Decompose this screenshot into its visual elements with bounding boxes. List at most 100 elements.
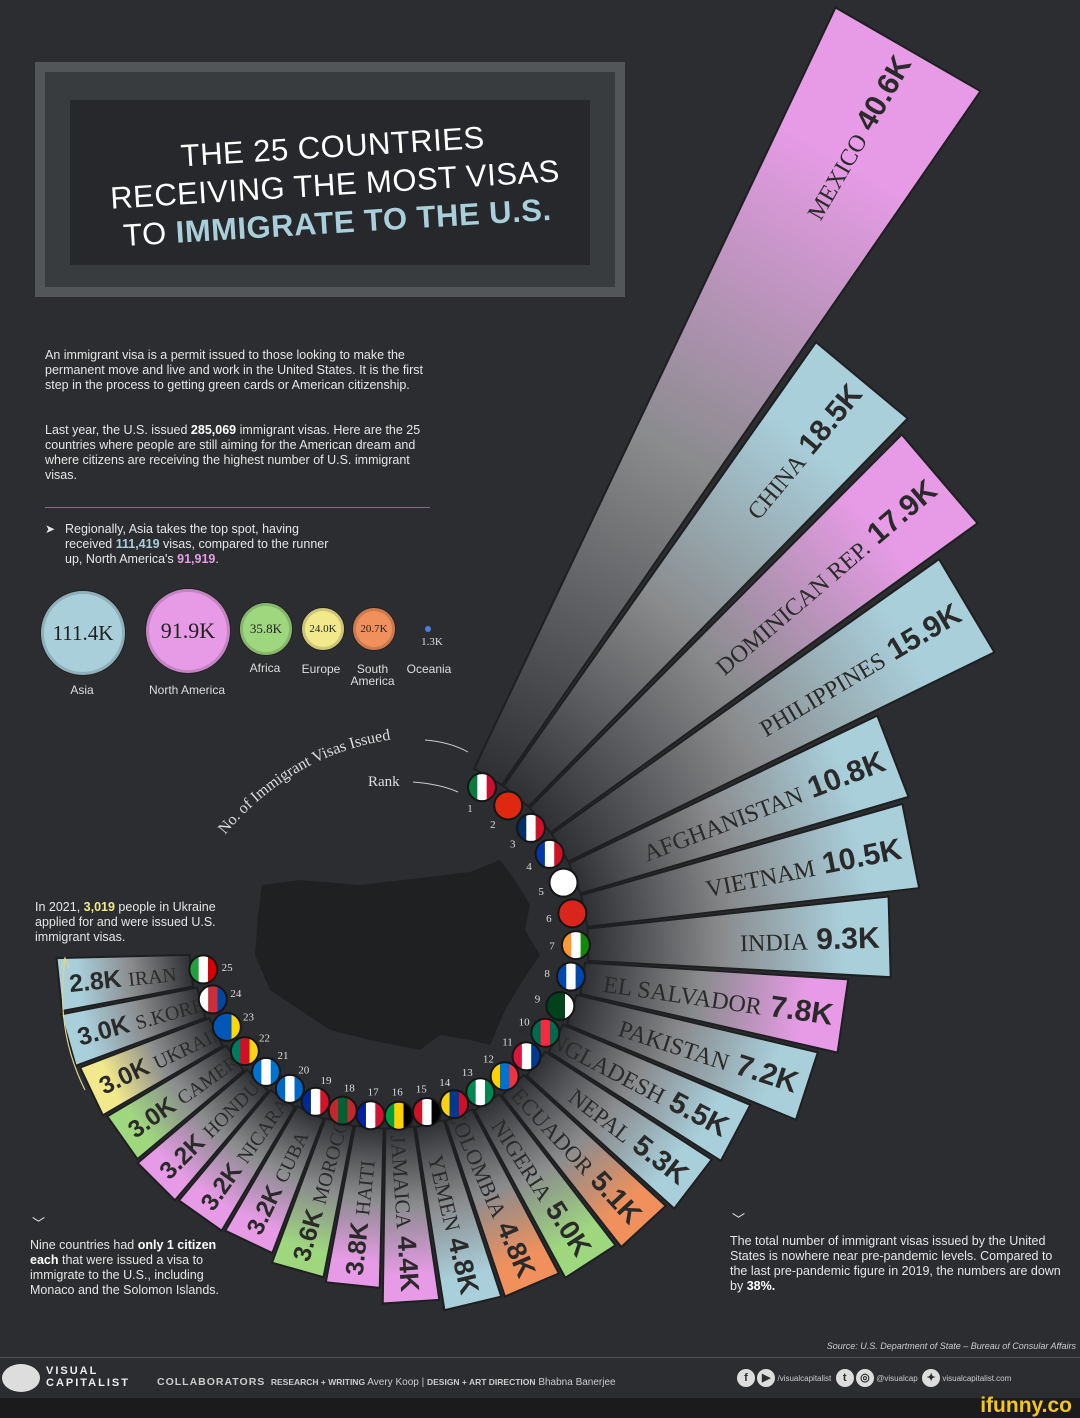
flag-stripe	[328, 1096, 339, 1125]
flag-icon-cuba	[301, 1087, 330, 1116]
flag-stripe	[252, 1057, 262, 1086]
flag-border	[493, 790, 524, 821]
instagram-icon[interactable]: ◎	[855, 1369, 874, 1387]
flag-stripe	[212, 1012, 223, 1041]
flag-stripe	[549, 1018, 560, 1047]
flag-border	[534, 838, 565, 869]
regional-text: Regionally, Asia takes the top spot, hav…	[65, 522, 299, 551]
rank-number: 10	[519, 1017, 531, 1029]
visual-capitalist-logo-icon	[2, 1364, 40, 1392]
flag-border	[465, 1077, 496, 1108]
bubble-south-america: 20.7K	[352, 607, 396, 651]
country-name: IRAN	[127, 964, 178, 991]
bar-group: CHINA 18.5K	[502, 340, 910, 808]
up-arrow-head	[60, 956, 70, 969]
flag-stripe	[310, 1087, 321, 1116]
flag-stripe	[521, 1042, 532, 1071]
social-links: f ▶ /visualcapitalist t ◎ @visualcap ✦ v…	[737, 1369, 1011, 1387]
flag-stripe	[564, 991, 575, 1020]
flag-border	[511, 1041, 542, 1072]
flag-stripe	[458, 1090, 469, 1119]
twitter-icon[interactable]: t	[835, 1369, 854, 1387]
total-visas: 285,069	[190, 423, 237, 437]
flags-group: 1234567891011121314151617181920212223242…	[188, 772, 591, 1131]
flag-stripe	[240, 1037, 251, 1066]
brand-bottom: CAPITALIST	[46, 1377, 130, 1389]
bar-group: VIETNAM 10.5K	[579, 802, 921, 928]
flag-border	[560, 930, 591, 961]
rank-number: 16	[392, 1087, 404, 1099]
flag-stripe	[568, 868, 578, 897]
flag-stripe	[347, 1096, 357, 1125]
website-link[interactable]: visualcapitalist.com	[942, 1374, 1012, 1383]
flag-stripe	[509, 1062, 519, 1091]
flag-stripe	[249, 1037, 259, 1066]
flag-icon-mexico	[468, 773, 496, 802]
flag-icon-yemen	[412, 1098, 441, 1127]
flag-stripe	[531, 1018, 542, 1047]
arrow-icon: ➤	[45, 522, 56, 536]
flag-stripe	[222, 1012, 233, 1041]
rank-number: 8	[544, 968, 550, 980]
flag-stripe	[556, 962, 567, 991]
globe-icon[interactable]: ✦	[922, 1369, 941, 1387]
rank-number: 18	[344, 1082, 356, 1094]
flag-stripe	[499, 1062, 510, 1091]
brand-logo[interactable]: VISUAL CAPITALIST	[46, 1365, 130, 1389]
handle-visualcapitalist[interactable]: /visualcapitalist	[777, 1374, 832, 1383]
nine-countries-note: Nine countries had only 1 citizen each t…	[30, 1238, 235, 1298]
flag-stripe	[477, 773, 488, 802]
flag-stripe	[440, 1090, 451, 1119]
flag-stripe	[490, 1062, 501, 1091]
flag-icon-morocco	[328, 1096, 357, 1125]
flag-stripe	[198, 985, 209, 1014]
rank-number: 12	[483, 1054, 494, 1066]
visas-axis-label: No. of Immigrant Visas Issued	[215, 727, 391, 838]
design-label: DESIGN + ART DIRECTION	[426, 1377, 536, 1387]
brand-top: VISUAL	[46, 1365, 99, 1377]
flag-stripe	[275, 1074, 286, 1103]
value-label: 3.8K	[341, 1221, 374, 1277]
flag-stripe	[494, 791, 505, 820]
flag-stripe	[535, 813, 545, 842]
visas-pointer-arrow	[424, 739, 469, 753]
flag-stripe	[431, 1098, 441, 1127]
bubble-value: 24.0K	[309, 623, 337, 635]
region-label: Europe	[301, 662, 341, 676]
decline-percent: 38%.	[746, 1279, 776, 1293]
rank-number: 24	[230, 988, 242, 1000]
flag-icon-nicaragua	[275, 1074, 304, 1103]
flag-stripe	[301, 1087, 312, 1116]
handle-visualcap[interactable]: @visualcap	[876, 1374, 918, 1383]
youtube-icon[interactable]: ▶	[757, 1369, 776, 1387]
flag-icon-iran	[189, 955, 218, 984]
flag-stripe	[320, 1087, 330, 1116]
facebook-icon[interactable]: f	[737, 1369, 755, 1387]
note-text: Nine countries had	[30, 1238, 138, 1252]
ukraine-count: 3,019	[83, 900, 115, 914]
flag-stripe	[375, 1101, 385, 1130]
flag-stripe	[575, 962, 585, 991]
bar-group: YEMEN 4.8K	[414, 1119, 503, 1312]
flag-border	[557, 898, 588, 929]
flag-icon-s-korea	[198, 985, 227, 1014]
bubble-value: 91.9K	[160, 618, 216, 643]
flag-icon-haiti	[356, 1101, 385, 1130]
rank-number: 6	[546, 913, 552, 925]
regional-text: visas, compared to the runner up, North …	[65, 537, 329, 566]
bubble-africa: 35.8K	[239, 602, 293, 656]
regional-text: .	[215, 552, 219, 566]
rank-number: 3	[510, 838, 516, 850]
rank-number: 15	[416, 1084, 428, 1096]
flag-stripe	[384, 1101, 395, 1130]
bubble-value: 20.7K	[360, 623, 388, 635]
watermark-bar: ifunny.co	[0, 1394, 1080, 1418]
chevron-down-icon: ﹀	[732, 1212, 746, 1227]
flag-stripe	[580, 931, 590, 960]
flag-icon-jamaica	[384, 1101, 413, 1130]
flag-stripe	[231, 1012, 241, 1041]
flag-stripe	[558, 899, 569, 928]
flag-stripe	[270, 1057, 281, 1086]
rank-number: 21	[278, 1050, 289, 1062]
flag-stripe	[540, 1018, 551, 1047]
